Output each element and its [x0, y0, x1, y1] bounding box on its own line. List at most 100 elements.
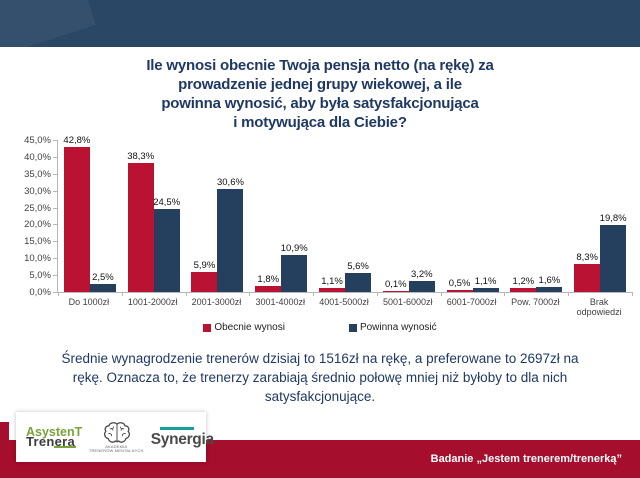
- legend-item-powinna: Powinna wynosić: [348, 322, 437, 333]
- x-tick-mark: [185, 292, 187, 296]
- bar-obecnie-wynosi: 1,8%: [255, 274, 282, 292]
- logo-asystent-line1: AsystenT: [26, 424, 83, 439]
- y-tick-mark: [53, 258, 58, 260]
- bar-value-label: 42,8%: [63, 135, 91, 146]
- category-label-text: 5001-6000zł: [383, 297, 433, 307]
- bar-value-label: 2,5%: [92, 272, 114, 283]
- bar-group: 8,3% 19,8%: [568, 140, 632, 292]
- category-label: 2001-3000zł: [185, 297, 249, 318]
- category-label: Brak odpowiedzi: [567, 297, 631, 318]
- bar-group: 1,8% 10,9%: [249, 140, 313, 292]
- partner-logos: AsystenT Trenera AKADEMIA TRENERÓW MENTA…: [16, 412, 214, 462]
- bar-value-label: 1,2%: [512, 276, 535, 287]
- legend-label: Obecnie wynosi: [214, 322, 285, 333]
- y-tick-label: 45,0%: [24, 135, 51, 146]
- x-tick-mark: [58, 292, 59, 296]
- bar-value-label: 0,5%: [448, 278, 471, 289]
- y-tick-label: 40,0%: [24, 151, 51, 163]
- chart-title-line: prowadzenie jednej grupy wiekowej, a ile: [178, 76, 462, 93]
- category-label: 3001-4000zł: [248, 297, 312, 318]
- left-accent-tab: [0, 422, 9, 440]
- bar-value-label: 5,9%: [193, 260, 216, 271]
- bar-value-label: 24,5%: [153, 197, 181, 208]
- bar-obecnie-wynosi: 0,5%: [446, 278, 473, 292]
- logo-asystent-line2: Trenera: [26, 433, 76, 449]
- category-label-text: 2001-3000zł: [191, 297, 242, 307]
- synergia-tagline-strip: [159, 427, 194, 430]
- bar-value-label: 1,8%: [257, 274, 280, 285]
- bar-chart: 0,0% 5,0% 10,0% 15,0% 20,0% 25,0% 30,0% 35,0% 40…: [22, 135, 634, 330]
- bar-value-label: 3,2%: [410, 269, 433, 280]
- bar-value-label: 5,6%: [347, 261, 369, 272]
- category-label-text: 1001-2000zł: [127, 297, 178, 307]
- bar-value-label: 8,3%: [576, 252, 598, 263]
- bar-obecnie-wynosi: 5,9%: [191, 260, 218, 292]
- bar-group: 0,5% 1,1%: [441, 140, 505, 292]
- bar-powinna-wynosic: 10,9%: [281, 243, 308, 292]
- banner-accent-shape: [0, 0, 96, 59]
- bar-group: 1,1% 5,6%: [313, 140, 377, 292]
- category-label: 1001-2000zł: [121, 297, 185, 318]
- legend-swatch-navy: [348, 323, 357, 332]
- chart-title-line: powinna wynosić, aby była satysfakcjonuj…: [161, 95, 479, 112]
- logo-synergia: Synergia: [151, 425, 214, 449]
- bar-group: 42,8% 2,5%: [58, 135, 122, 292]
- legend-swatch-red: [203, 323, 212, 332]
- summary-line: rękę. Oznacza to, że trenerzy zarabiają …: [72, 370, 568, 385]
- bar-value-label: 19,8%: [599, 213, 627, 224]
- y-tick-label: 15,0%: [24, 236, 51, 248]
- bar-powinna-wynosic: 5,6%: [345, 261, 372, 292]
- y-tick-label: 25,0%: [24, 202, 51, 214]
- bar-obecnie-wynosi: 38,3%: [127, 151, 154, 292]
- bar-value-label: 30,6%: [216, 177, 244, 188]
- summary-line: Średnie wynagrodzenie trenerów dzisiaj t…: [61, 351, 579, 366]
- bar-group: 0,1% 3,2%: [377, 140, 441, 292]
- logo-asystent-trenera: AsystenT Trenera: [26, 424, 83, 449]
- y-tick-mark: [53, 241, 58, 243]
- x-tick-mark: [249, 292, 251, 296]
- plot-area: 42,8% 2,5% 38,3% 24,5% 5,9% 30,6% 1,8% 10,9% 1,1…: [53, 135, 633, 296]
- bar-value-label: 1,1%: [474, 276, 497, 287]
- brain-icon: [103, 421, 130, 443]
- y-tick-label: 20,0%: [24, 219, 51, 231]
- bar-value-label: 38,3%: [127, 151, 155, 162]
- bar-value-label: 10,9%: [280, 243, 308, 254]
- y-tick-mark: [53, 140, 58, 141]
- x-tick-mark: [313, 292, 315, 296]
- category-label: Do 1000zł: [57, 297, 121, 318]
- category-label-text: 4001-5000zł: [319, 297, 369, 307]
- x-tick-mark: [504, 292, 506, 296]
- bar-powinna-wynosic: 30,6%: [217, 177, 244, 292]
- y-tick-mark: [53, 173, 58, 175]
- chart-title-line: i motywująca dla Ciebie?: [233, 114, 407, 131]
- y-tick-mark: [53, 156, 58, 158]
- y-tick-label: 35,0%: [24, 168, 51, 180]
- category-label-text: 3001-4000zł: [255, 297, 305, 307]
- y-tick-mark: [53, 207, 58, 209]
- bar-obecnie-wynosi: 1,2%: [510, 276, 537, 292]
- x-tick-mark: [568, 292, 570, 296]
- category-label-text: Brak odpowiedzi: [576, 297, 622, 318]
- top-banner: [0, 0, 640, 59]
- y-tick-mark: [53, 292, 58, 293]
- bar-powinna-wynosic: 3,2%: [408, 269, 435, 292]
- x-tick-mark: [376, 292, 378, 296]
- bar-value-label: 1,6%: [538, 275, 561, 286]
- category-label: 4001-5000zł: [312, 297, 376, 318]
- logo-akademia-trenerow: AKADEMIA TRENERÓW MENTALNYCH: [82, 421, 150, 454]
- bar-group: 5,9% 30,6%: [186, 140, 250, 292]
- bar-powinna-wynosic: 24,5%: [153, 197, 180, 292]
- x-tick-mark: [121, 292, 123, 296]
- y-tick-mark: [53, 275, 58, 277]
- logo-akademia-caption2: TRENERÓW MENTALNYCH: [89, 448, 144, 454]
- category-label-text: Do 1000zł: [68, 297, 110, 307]
- footer-study-label: Badanie „Jestem trenerem/trenerką”: [430, 453, 622, 465]
- logo-akademia-caption1: AKADEMIA: [105, 444, 128, 449]
- y-tick-label: 30,0%: [24, 185, 51, 197]
- y-tick-label: 10,0%: [24, 253, 51, 265]
- y-tick-mark: [53, 190, 58, 192]
- summary-text: Średnie wynagrodzenie trenerów dzisiaj t…: [0, 349, 640, 406]
- bar-powinna-wynosic: 19,8%: [600, 213, 627, 292]
- bar-obecnie-wynosi: 8,3%: [574, 252, 601, 292]
- bar-powinna-wynosic: 2,5%: [89, 272, 116, 292]
